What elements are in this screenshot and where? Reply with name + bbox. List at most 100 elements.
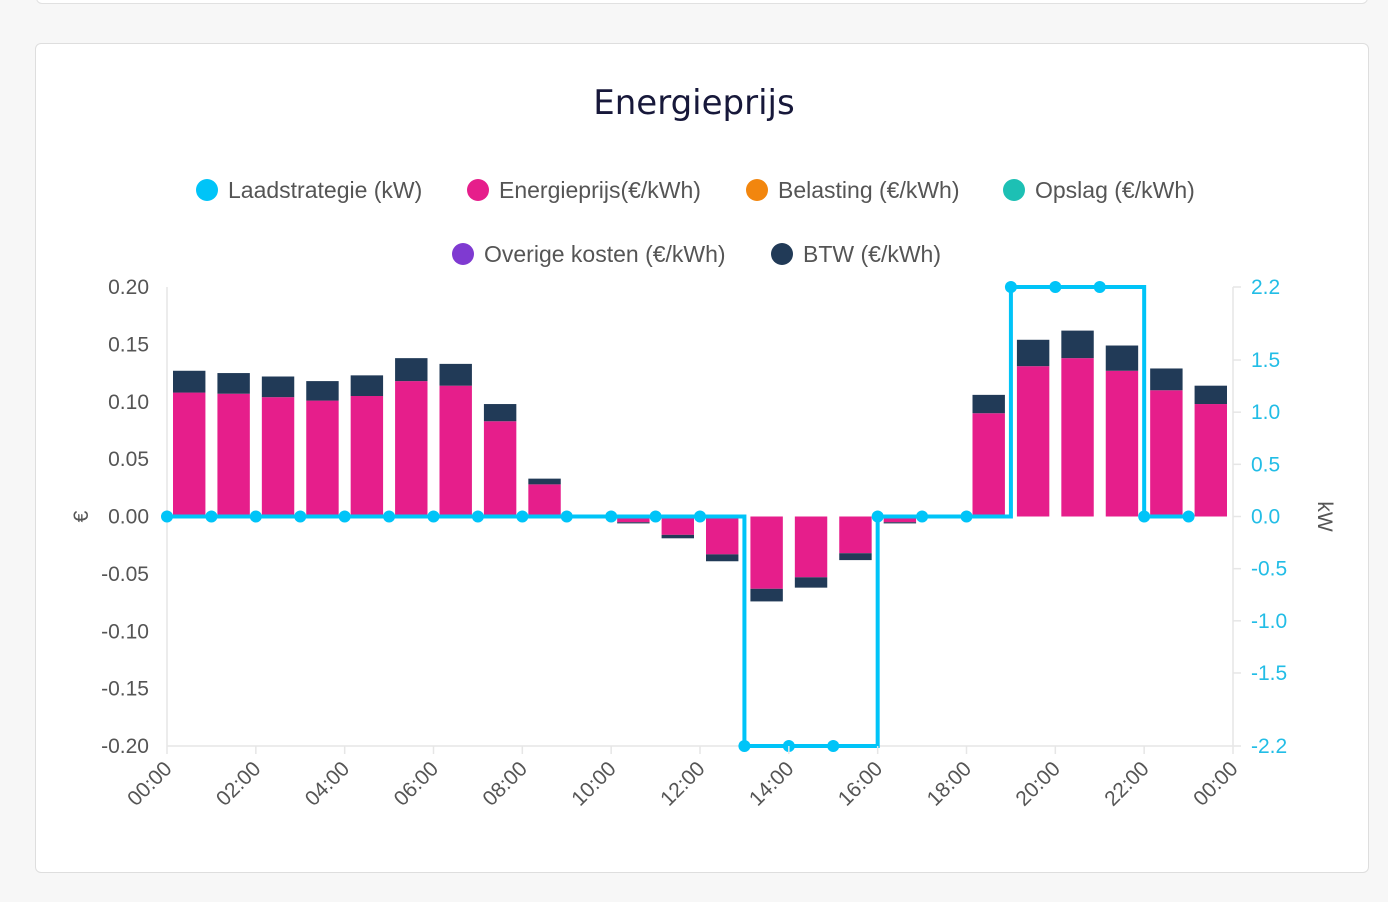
laadstrategie-point[interactable] <box>427 510 440 523</box>
legend-item[interactable]: Laadstrategie (kW) <box>196 177 422 203</box>
x-tick-label: 20:00 <box>1011 757 1064 810</box>
x-tick-label: 08:00 <box>478 757 531 810</box>
btw-bar[interactable] <box>350 375 384 397</box>
btw-bar[interactable] <box>1061 330 1094 359</box>
energieprijs-bar[interactable] <box>972 413 1005 517</box>
laadstrategie-line <box>161 281 1195 752</box>
btw-bar[interactable] <box>483 404 517 422</box>
laadstrategie-point[interactable] <box>649 510 662 523</box>
y-left-axis-title: € <box>70 510 93 522</box>
x-tick-label: 06:00 <box>390 757 443 810</box>
energieprijs-bar[interactable] <box>839 516 872 554</box>
laadstrategie-point[interactable] <box>1093 281 1106 293</box>
energieprijs-bar[interactable] <box>395 381 428 517</box>
laadstrategie-point[interactable] <box>1182 510 1195 523</box>
legend-label: Belasting (€/kWh) <box>778 177 960 203</box>
btw-bar[interactable] <box>617 522 650 524</box>
btw-bar[interactable] <box>794 577 828 588</box>
energieprijs-bar[interactable] <box>883 516 917 523</box>
y-left-tick-label: 0.10 <box>108 391 149 414</box>
laadstrategie-point[interactable] <box>694 510 706 523</box>
energieprijs-bar[interactable] <box>1061 358 1094 517</box>
btw-bar[interactable] <box>528 478 561 485</box>
legend-item[interactable]: BTW (€/kWh) <box>771 241 941 267</box>
chart-title: Energieprijs <box>593 83 795 123</box>
legend-marker <box>196 179 218 201</box>
y-left-tick-label: 0.05 <box>108 448 149 471</box>
energieprijs-bar[interactable] <box>1105 370 1139 517</box>
btw-bar[interactable] <box>706 554 739 562</box>
laadstrategie-point[interactable] <box>383 510 396 523</box>
laadstrategie-point[interactable] <box>161 510 173 523</box>
energieprijs-bar[interactable] <box>1194 404 1227 517</box>
energieprijs-bar[interactable] <box>750 516 783 589</box>
laadstrategie-point[interactable] <box>605 510 618 523</box>
y-right-tick-label: 0.5 <box>1251 453 1280 476</box>
btw-bar[interactable] <box>261 376 295 398</box>
y-left-tick-label: 0.00 <box>108 506 149 529</box>
energieprijs-bar[interactable] <box>794 516 828 578</box>
laadstrategie-point[interactable] <box>1138 510 1151 523</box>
energieprijs-bar[interactable] <box>661 516 694 535</box>
energieprijs-bar[interactable] <box>173 392 206 517</box>
laadstrategie-point[interactable] <box>249 510 262 523</box>
laadstrategie-point[interactable] <box>827 740 840 752</box>
y-right-tick-label: 1.5 <box>1251 349 1280 372</box>
laadstrategie-point[interactable] <box>205 510 218 523</box>
y-left-tick-label: -0.20 <box>101 735 149 758</box>
x-tick-label: 00:00 <box>123 757 176 810</box>
laadstrategie-point[interactable] <box>1049 281 1062 293</box>
x-tick-label: 04:00 <box>301 757 354 810</box>
btw-bar[interactable] <box>173 370 206 393</box>
btw-bar[interactable] <box>750 588 783 602</box>
x-tick-label: 14:00 <box>745 757 798 810</box>
btw-bar[interactable] <box>1150 368 1183 391</box>
laadstrategie-point[interactable] <box>960 510 973 523</box>
energieprijs-bar[interactable] <box>528 484 561 517</box>
legend-item[interactable]: Energieprijs(€/kWh) <box>467 177 701 203</box>
btw-bar[interactable] <box>439 363 472 386</box>
chart-bars <box>173 330 1227 602</box>
y-right-tick-label: 2.2 <box>1251 276 1280 299</box>
btw-bar[interactable] <box>1016 339 1050 367</box>
btw-bar[interactable] <box>839 553 872 561</box>
laadstrategie-point[interactable] <box>294 510 307 523</box>
btw-bar[interactable] <box>972 394 1005 414</box>
legend-item[interactable]: Belasting (€/kWh) <box>746 177 960 203</box>
laadstrategie-point[interactable] <box>916 510 929 523</box>
btw-bar[interactable] <box>661 534 694 539</box>
laadstrategie-point[interactable] <box>338 510 351 523</box>
energieprijs-bar[interactable] <box>706 516 739 555</box>
energieprijs-bar[interactable] <box>350 396 384 517</box>
laadstrategie-point[interactable] <box>738 740 751 752</box>
energieprijs-bar[interactable] <box>439 385 472 517</box>
btw-bar[interactable] <box>883 522 917 524</box>
legend-item[interactable]: Opslag (€/kWh) <box>1003 177 1195 203</box>
legend-label: BTW (€/kWh) <box>803 241 941 267</box>
y-left-tick-label: 0.15 <box>108 333 149 356</box>
y-right-tick-label: -2.2 <box>1251 735 1287 758</box>
btw-bar[interactable] <box>1194 385 1227 405</box>
energieprijs-bar[interactable] <box>306 400 339 517</box>
y-right-axis-title: kW <box>1313 501 1336 532</box>
laadstrategie-point[interactable] <box>516 510 529 523</box>
laadstrategie-point[interactable] <box>471 510 484 523</box>
chart-legend: Laadstrategie (kW) Energieprijs(€/kWh) Bel… <box>196 177 1195 267</box>
energieprijs-bar[interactable] <box>617 516 650 523</box>
energieprijs-bar[interactable] <box>217 393 250 517</box>
y-left-tick-label: -0.10 <box>101 620 149 643</box>
btw-bar[interactable] <box>217 373 250 394</box>
energieprijs-bar[interactable] <box>1016 366 1050 517</box>
btw-bar[interactable] <box>306 381 339 401</box>
btw-bar[interactable] <box>1105 345 1139 371</box>
energieprijs-bar[interactable] <box>483 421 517 517</box>
btw-bar[interactable] <box>395 358 428 382</box>
laadstrategie-point[interactable] <box>1004 281 1017 293</box>
legend-item[interactable]: Overige kosten (€/kWh) <box>452 241 726 267</box>
energieprijs-bar[interactable] <box>1150 390 1183 517</box>
legend-marker <box>467 179 489 201</box>
laadstrategie-point[interactable] <box>871 510 884 523</box>
energieprijs-bar[interactable] <box>261 397 295 517</box>
legend-label: Opslag (€/kWh) <box>1035 177 1195 203</box>
laadstrategie-point[interactable] <box>560 510 573 523</box>
